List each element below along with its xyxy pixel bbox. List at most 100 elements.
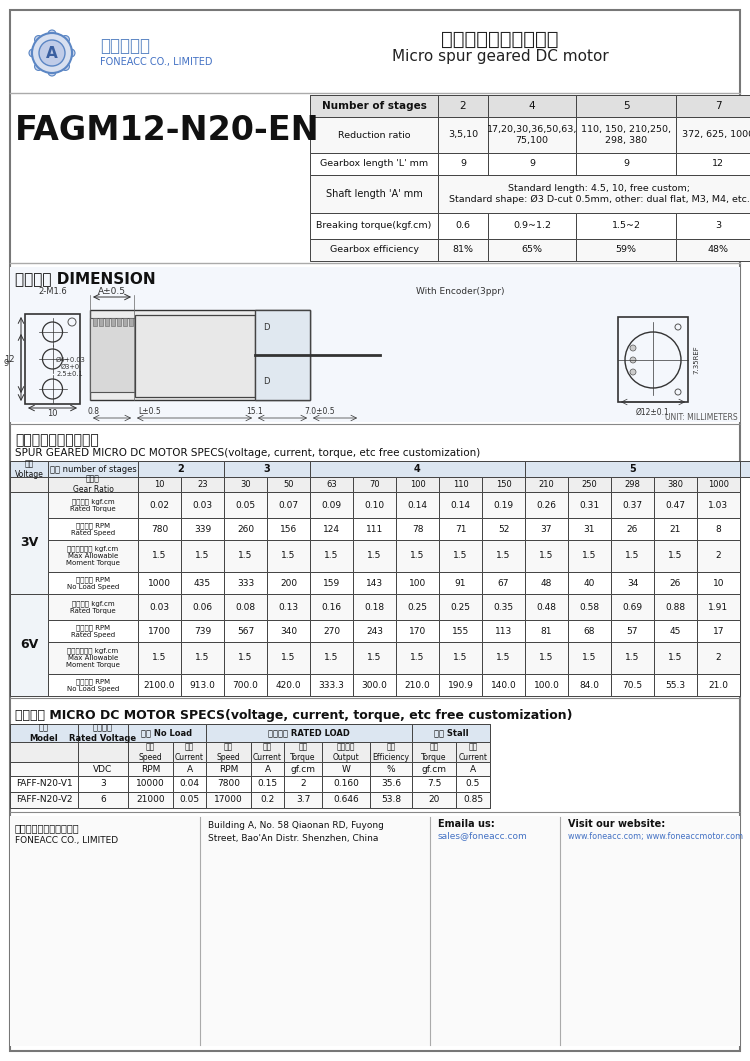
Bar	[117, 318, 121, 326]
Bar	[654, 594, 697, 620]
Bar	[138, 572, 181, 594]
Bar	[488, 117, 576, 153]
Bar	[412, 742, 456, 762]
Text: 0.15: 0.15	[257, 780, 278, 788]
Bar	[224, 477, 267, 492]
Bar	[138, 674, 181, 696]
Bar	[438, 95, 488, 117]
Circle shape	[67, 49, 75, 57]
Text: 5: 5	[622, 101, 629, 111]
Text: 0.2: 0.2	[260, 796, 274, 804]
Bar	[10, 492, 48, 594]
Bar	[568, 540, 611, 572]
Bar	[284, 742, 322, 762]
Text: 143: 143	[366, 578, 383, 588]
Text: 额定转速 RPM
Rated Speed: 额定转速 RPM Rated Speed	[71, 522, 115, 536]
Text: 0.26: 0.26	[536, 501, 556, 509]
Text: 420.0: 420.0	[276, 680, 302, 690]
Bar	[568, 674, 611, 696]
Text: 电机参数 MICRO DC MOTOR SPECS(voltage, current, torque, etc free customization): 电机参数 MICRO DC MOTOR SPECS(voltage, curre…	[15, 709, 572, 721]
Text: 1.03: 1.03	[709, 501, 728, 509]
Bar	[439, 620, 482, 642]
Text: 26: 26	[670, 578, 681, 588]
Bar	[697, 540, 740, 572]
Bar	[10, 816, 740, 1046]
Text: 70: 70	[369, 480, 380, 489]
Text: 0.18: 0.18	[364, 603, 385, 611]
Bar	[439, 674, 482, 696]
Bar	[48, 674, 138, 696]
Text: 0.5: 0.5	[466, 780, 480, 788]
Text: 2: 2	[178, 464, 184, 474]
Text: A: A	[187, 765, 193, 773]
Text: RPM: RPM	[141, 765, 160, 773]
Bar	[173, 762, 206, 776]
Text: Standard length: 4.5, 10, free custom;
Standard shape: Ø3 D-cut 0.5mm, other: du: Standard length: 4.5, 10, free custom; S…	[448, 185, 749, 204]
Bar	[488, 239, 576, 261]
Text: 50: 50	[284, 480, 294, 489]
Bar	[181, 674, 224, 696]
Bar	[251, 742, 284, 762]
Text: 瞬间容许扩力 kgf.cm
Max Allowable
Moment Torque: 瞬间容许扩力 kgf.cm Max Allowable Moment Torqu…	[66, 545, 120, 567]
Bar	[412, 762, 456, 776]
Bar	[370, 762, 412, 776]
Bar	[310, 175, 438, 213]
Text: 124: 124	[323, 524, 340, 534]
Circle shape	[48, 30, 56, 38]
Bar	[128, 776, 173, 792]
Bar	[525, 518, 568, 540]
Circle shape	[48, 68, 56, 76]
Bar	[10, 724, 78, 742]
Text: 额定负载 RATED LOAD: 额定负载 RATED LOAD	[268, 729, 350, 737]
Text: 339: 339	[194, 524, 211, 534]
Text: 0.35: 0.35	[494, 603, 514, 611]
Text: 8: 8	[716, 524, 722, 534]
Text: 0.05: 0.05	[236, 501, 256, 509]
Text: 1700: 1700	[148, 626, 171, 636]
Bar	[412, 792, 456, 808]
Bar	[654, 477, 697, 492]
Text: 1.5: 1.5	[539, 654, 554, 662]
Bar	[611, 594, 654, 620]
Bar	[10, 776, 78, 792]
Bar	[78, 776, 128, 792]
Text: 84.0: 84.0	[580, 680, 599, 690]
Bar	[10, 460, 48, 477]
Text: Breaking torque(kgf.cm): Breaking torque(kgf.cm)	[316, 222, 432, 230]
Bar	[482, 674, 525, 696]
Bar	[138, 518, 181, 540]
Bar	[488, 213, 576, 239]
Bar	[654, 518, 697, 540]
Text: FONEACC CO., LIMITED: FONEACC CO., LIMITED	[100, 57, 212, 67]
Bar	[482, 620, 525, 642]
Text: D: D	[262, 323, 269, 331]
Bar	[78, 762, 128, 776]
Bar	[310, 239, 438, 261]
Text: 0.47: 0.47	[665, 501, 686, 509]
Bar	[128, 742, 173, 762]
Bar	[10, 724, 490, 742]
Text: 71: 71	[454, 524, 466, 534]
Text: Micro spur geared DC motor: Micro spur geared DC motor	[392, 50, 608, 65]
Text: 31: 31	[584, 524, 596, 534]
Bar	[697, 518, 740, 540]
Bar	[697, 492, 740, 518]
Bar	[568, 518, 611, 540]
Text: 电压
Voltage: 电压 Voltage	[14, 459, 44, 479]
Bar	[310, 492, 353, 518]
Text: 6: 6	[100, 796, 106, 804]
Bar	[78, 792, 128, 808]
Text: 1.5: 1.5	[668, 654, 682, 662]
Text: 0.02: 0.02	[149, 501, 170, 509]
Text: 9: 9	[4, 360, 9, 368]
Bar	[48, 540, 138, 572]
Text: 17000: 17000	[214, 796, 243, 804]
Bar	[611, 477, 654, 492]
Text: 转速
Speed: 转速 Speed	[217, 743, 240, 762]
Bar	[251, 776, 284, 792]
Circle shape	[630, 369, 636, 375]
Text: 10000: 10000	[136, 780, 165, 788]
Text: Ø4+0.03
Ø3+0
2.5±0.1: Ø4+0.03 Ø3+0 2.5±0.1	[56, 356, 85, 377]
Bar	[251, 762, 284, 776]
Text: 9: 9	[623, 159, 629, 169]
